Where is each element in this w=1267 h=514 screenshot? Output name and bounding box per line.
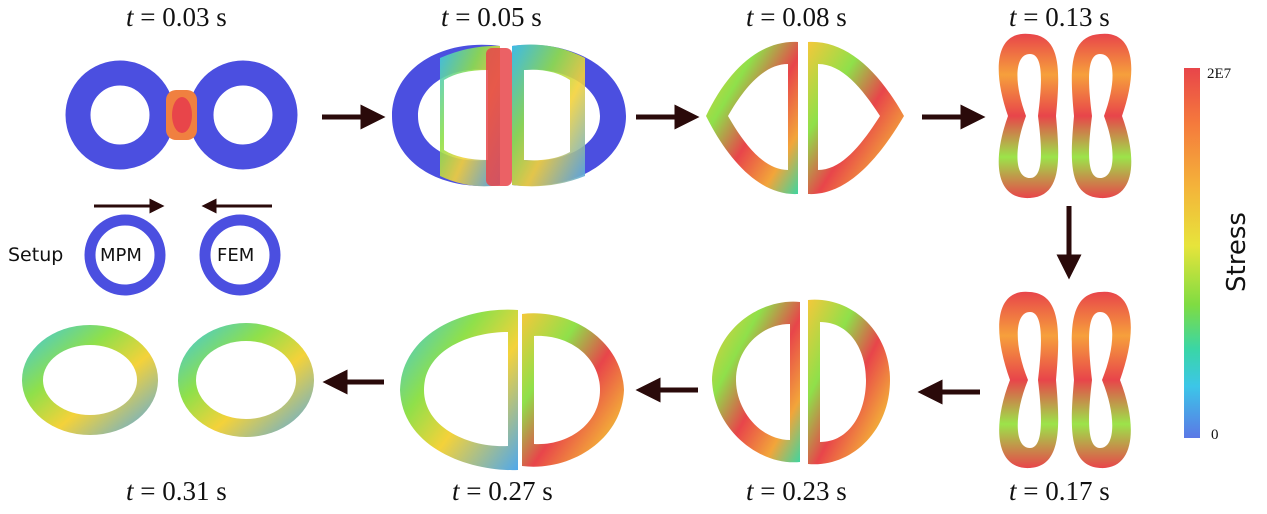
arrows	[94, 104, 1082, 405]
mpm-label: MPM	[100, 245, 142, 266]
colorbar-max-label: 2E7	[1207, 66, 1232, 82]
stage-t031	[22, 323, 314, 437]
time-label-t003: t = 0.03 s	[126, 2, 227, 32]
time-label-t027: t = 0.27 s	[452, 476, 553, 506]
stage-t027	[400, 309, 624, 471]
stage-t003	[65, 60, 298, 170]
time-label-t008: t = 0.08 s	[746, 2, 847, 32]
stage-t008	[706, 41, 904, 195]
stage-t023	[712, 299, 890, 465]
stage-t005	[392, 44, 626, 187]
stress-colorbar	[1184, 68, 1200, 438]
time-label-t005: t = 0.05 s	[441, 2, 542, 32]
stage-t017	[999, 291, 1131, 469]
setup-label: Setup	[8, 244, 64, 266]
time-label-t023: t = 0.23 s	[746, 476, 847, 506]
fem-label: FEM	[217, 245, 255, 266]
time-label-t031: t = 0.31 s	[126, 476, 227, 506]
colorbar-min-label: 0	[1211, 427, 1219, 443]
colorbar-title: Stress	[1222, 212, 1252, 292]
setup-rings	[84, 214, 281, 296]
time-label-t017: t = 0.17 s	[1009, 476, 1110, 506]
time-label-t013: t = 0.13 s	[1009, 2, 1110, 32]
stage-t013	[998, 33, 1132, 199]
